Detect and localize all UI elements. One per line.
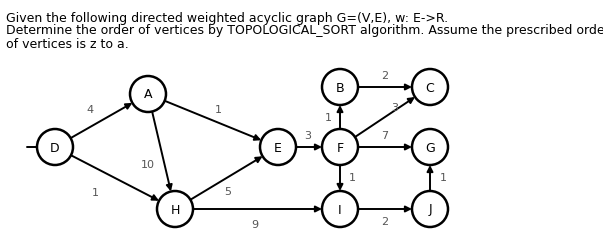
Text: G: G (425, 141, 435, 154)
Circle shape (260, 130, 296, 165)
Text: C: C (426, 81, 434, 94)
Text: F: F (336, 141, 344, 154)
Circle shape (412, 130, 448, 165)
Circle shape (322, 70, 358, 106)
Text: 3: 3 (391, 102, 399, 113)
Text: 1: 1 (440, 172, 446, 182)
Text: 1: 1 (324, 112, 332, 122)
Circle shape (322, 191, 358, 227)
Text: Given the following directed weighted acyclic graph G=(V,E), w: E->R.: Given the following directed weighted ac… (6, 12, 448, 25)
Circle shape (37, 130, 73, 165)
Text: A: A (144, 88, 152, 101)
Text: H: H (170, 203, 180, 216)
Text: Determine the order of vertices by TOPOLOGICAL_SORT algorithm. Assume the prescr: Determine the order of vertices by TOPOL… (6, 24, 603, 37)
Circle shape (412, 191, 448, 227)
Text: 1: 1 (92, 187, 98, 197)
Text: D: D (50, 141, 60, 154)
Text: 2: 2 (382, 71, 388, 81)
Text: 5: 5 (224, 186, 232, 196)
Text: 9: 9 (251, 219, 259, 229)
Text: I: I (338, 203, 342, 216)
Text: 4: 4 (86, 104, 93, 115)
Circle shape (412, 70, 448, 106)
Text: 10: 10 (141, 159, 155, 169)
Text: of vertices is z to a.: of vertices is z to a. (6, 38, 129, 51)
Text: J: J (428, 203, 432, 216)
Text: E: E (274, 141, 282, 154)
Circle shape (322, 130, 358, 165)
Text: B: B (336, 81, 344, 94)
Text: 2: 2 (382, 216, 388, 226)
Circle shape (157, 191, 193, 227)
Text: 1: 1 (215, 104, 221, 115)
Text: 7: 7 (382, 130, 388, 140)
Text: 3: 3 (305, 130, 312, 140)
Text: 1: 1 (349, 172, 356, 182)
Circle shape (130, 77, 166, 112)
